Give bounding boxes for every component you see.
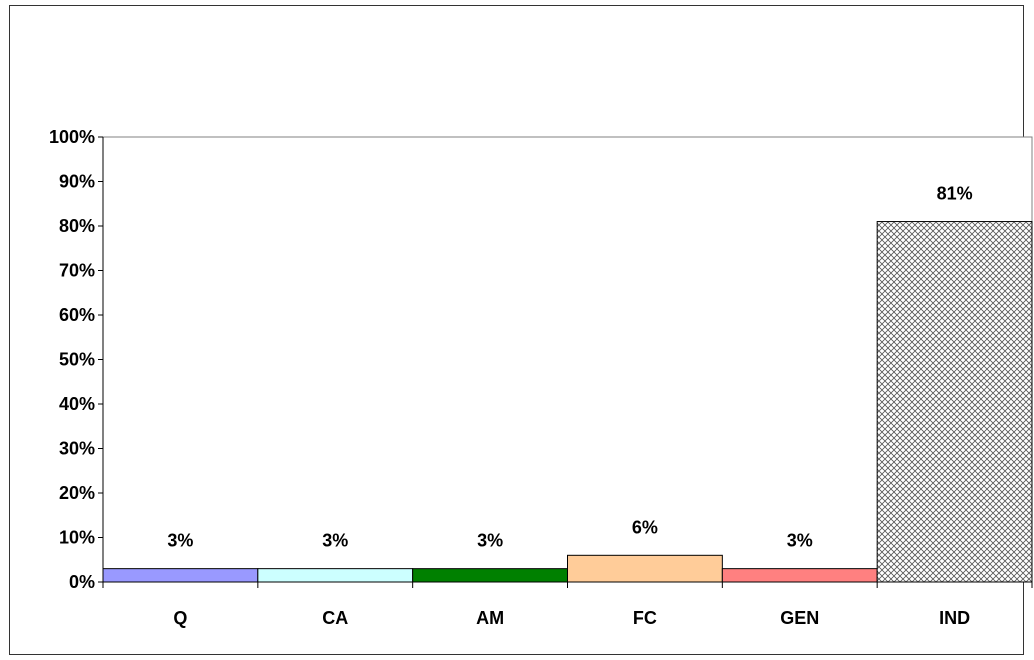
- x-tick-label: AM: [476, 608, 504, 628]
- data-label: 3%: [477, 531, 503, 551]
- data-label: 3%: [322, 531, 348, 551]
- bar-am: [412, 568, 568, 583]
- x-tick-label: IND: [939, 608, 970, 628]
- x-axis: Q CA AM FC GEN IND: [102, 581, 1033, 628]
- y-tick-label: 10%: [59, 528, 95, 548]
- y-tick-label: 60%: [59, 305, 95, 325]
- data-labels: 3% 3% 3% 6% 3% 81%: [167, 184, 972, 551]
- bar-ind: [876, 221, 1033, 583]
- data-label: 6%: [632, 517, 658, 537]
- x-tick-label: FC: [633, 608, 657, 628]
- x-tick-label: Q: [173, 608, 187, 628]
- x-tick-label: CA: [322, 608, 348, 628]
- y-tick-label: 20%: [59, 483, 95, 503]
- y-axis: 0% 10% 20% 30% 40% 50% 60% 70% 80% 90% 100%: [49, 127, 104, 592]
- x-tick-label: GEN: [780, 608, 819, 628]
- y-tick-label: 100%: [49, 127, 95, 147]
- bar-ca: [257, 568, 414, 583]
- y-tick-label: 40%: [59, 394, 95, 414]
- y-tick-label: 0%: [69, 572, 95, 592]
- data-label: 3%: [167, 531, 193, 551]
- data-label: 3%: [787, 531, 813, 551]
- y-tick-label: 80%: [59, 216, 95, 236]
- y-tick-label: 70%: [59, 261, 95, 281]
- bars: [102, 221, 1033, 583]
- bar-q: [102, 568, 259, 583]
- y-tick-label: 50%: [59, 350, 95, 370]
- bar-fc: [567, 554, 723, 583]
- data-label: 81%: [937, 184, 973, 204]
- y-tick-label: 90%: [59, 172, 95, 192]
- bar-gen: [721, 568, 878, 583]
- y-tick-label: 30%: [59, 439, 95, 459]
